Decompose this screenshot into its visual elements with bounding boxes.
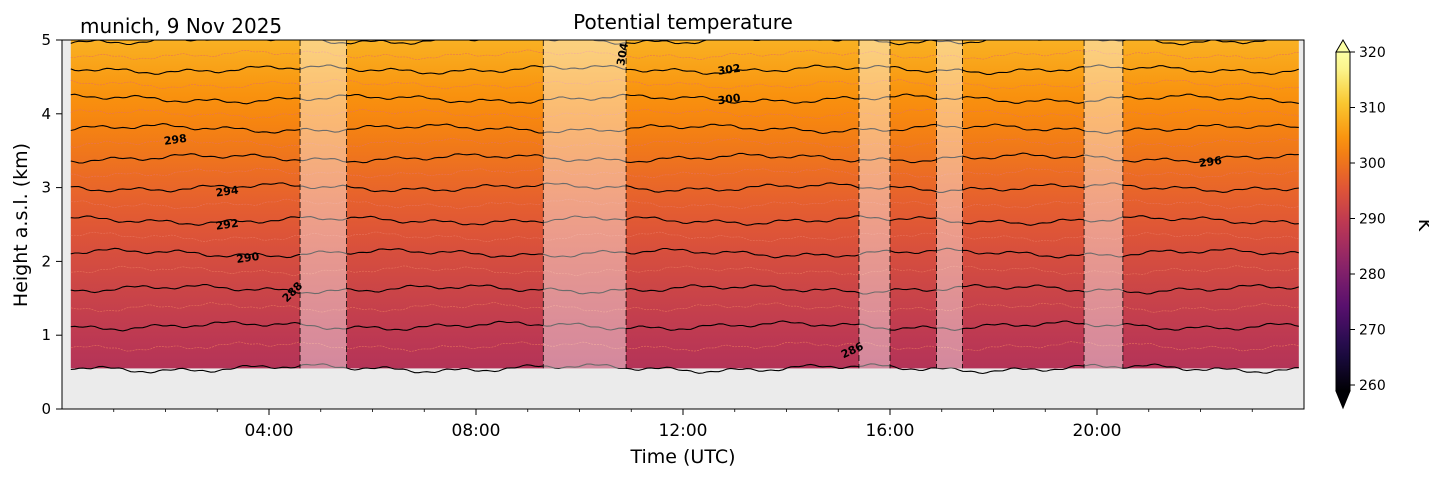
y-tick-label: 3: [41, 179, 51, 197]
colorbar-tick-label: 280: [1359, 267, 1386, 283]
shaded-period-3: [858, 40, 890, 369]
y-tick-label: 5: [41, 31, 51, 49]
isentrope-288: [70, 283, 1299, 295]
colorbar-tick-label: 310: [1359, 101, 1386, 117]
isentrope-296: [70, 152, 1299, 164]
shaded-period-1: [300, 40, 347, 369]
x-axis-label: Time (UTC): [629, 446, 735, 468]
y-tick-label: 0: [41, 400, 51, 418]
colorbar-tick-label: 260: [1359, 378, 1386, 394]
isentrope-294: [70, 182, 1299, 193]
x-tick-label: 12:00: [659, 421, 708, 441]
colorbar-label: K: [1414, 219, 1429, 232]
contour-label: 304: [614, 41, 631, 66]
colorbar-tick-label: 270: [1359, 323, 1386, 339]
shaded-periods: [299, 40, 1124, 369]
x-tick-label: 16:00: [866, 421, 915, 441]
y-tick-label: 2: [41, 252, 51, 270]
shaded-period-2: [543, 40, 627, 369]
isentrope-300: [70, 93, 1299, 105]
isentrope-302: [70, 64, 1299, 75]
colorbar-tick-label: 320: [1359, 45, 1386, 61]
isentrope-286: [70, 320, 1299, 332]
shaded-period-4: [936, 40, 963, 369]
isentrope-292: [70, 215, 1299, 226]
isentrope-290: [70, 247, 1299, 259]
isentrope-298: [70, 123, 1299, 135]
contour-label: 296: [1198, 154, 1223, 170]
contour-label: 302: [717, 62, 742, 78]
colorbar-frame: [1335, 51, 1351, 392]
colorbar: 260 270 280 290 300 310 320 K: [1335, 39, 1429, 410]
colorbar-gradient-bar: [1336, 52, 1350, 391]
isentrope-299: [70, 108, 1299, 120]
potential-temperature-field: [70, 40, 1299, 369]
y-tick-label: 1: [41, 326, 51, 344]
location-date-label: munich, 9 Nov 2025: [80, 14, 282, 38]
colorbar-extend-min: [1335, 390, 1351, 410]
contour-label: 298: [163, 132, 188, 148]
isentrope-285: [70, 341, 1299, 352]
isentrope-297: [70, 137, 1299, 149]
colorbar-tick-label: 300: [1359, 156, 1386, 172]
colorbar-extend-max: [1335, 39, 1351, 53]
isentrope-contours: [70, 40, 1299, 375]
isentrope-291: [70, 231, 1299, 243]
contour-label: 290: [236, 250, 261, 266]
shaded-period-5: [1084, 40, 1123, 369]
x-tick-label: 08:00: [452, 421, 501, 441]
isentrope-293: [70, 198, 1299, 210]
isentrope-303: [70, 49, 1299, 60]
theta-field: [70, 40, 1299, 369]
isentrope-287: [70, 302, 1299, 313]
isentrope-304: [70, 40, 1269, 46]
isentrope-284: [70, 363, 1299, 375]
y-axis-label: Height a.s.l. (km): [10, 143, 32, 307]
chart-title: Potential temperature: [573, 10, 793, 34]
isentrope-295: [70, 167, 1299, 179]
contour-label: 294: [215, 183, 240, 199]
isentrope-289: [70, 265, 1299, 276]
colorbar-tick-label: 290: [1359, 212, 1386, 228]
isentrope-301: [70, 78, 1299, 90]
x-axis: 04:00 08:00 12:00 16:00 20:00: [113, 409, 1253, 441]
x-tick-label: 04:00: [245, 421, 294, 441]
x-tick-label: 20:00: [1073, 421, 1122, 441]
colorbar-ticks: 260 270 280 290 300 310 320: [1350, 45, 1386, 394]
contour-label: 292: [215, 217, 240, 233]
y-axis: 0 1 2 3 4 5: [41, 31, 62, 418]
y-tick-label: 4: [41, 105, 51, 123]
contour-label: 300: [717, 91, 742, 107]
